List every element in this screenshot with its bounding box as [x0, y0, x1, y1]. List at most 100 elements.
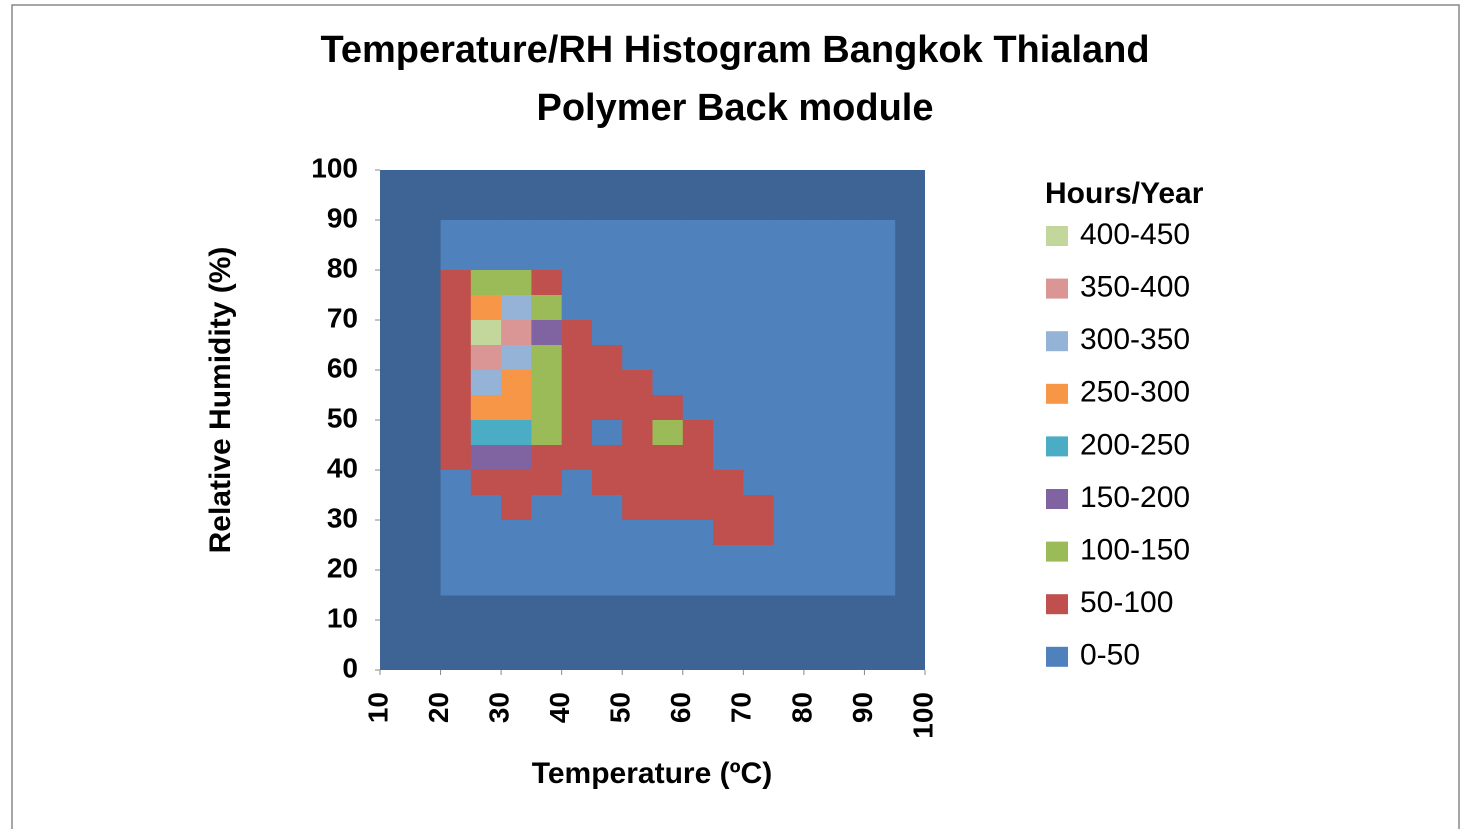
cell	[591, 270, 623, 296]
cell	[743, 470, 775, 496]
cell	[773, 420, 805, 446]
cell	[501, 245, 532, 271]
cell	[561, 520, 593, 546]
cell	[652, 395, 684, 421]
cell	[622, 395, 653, 421]
cell	[834, 245, 865, 271]
cell	[531, 320, 563, 346]
cell	[470, 370, 502, 396]
cell	[773, 395, 805, 421]
cell	[682, 270, 714, 296]
cell	[713, 270, 744, 296]
cell	[622, 495, 653, 521]
legend-swatch	[1046, 278, 1068, 299]
cell	[591, 495, 623, 521]
cell	[531, 445, 563, 471]
cell	[652, 520, 684, 546]
cell	[743, 295, 775, 321]
cell	[803, 320, 835, 346]
cell	[501, 470, 532, 496]
cell	[682, 495, 714, 521]
cell	[622, 545, 653, 571]
cell	[773, 470, 805, 496]
cell	[561, 245, 593, 271]
x-tick-label: 60	[665, 692, 696, 723]
legend-title: Hours/Year	[1045, 177, 1204, 210]
chart-title: Polymer Back module	[536, 87, 933, 129]
cell	[803, 545, 835, 571]
cell	[713, 245, 744, 271]
cell	[864, 520, 896, 546]
cell	[743, 245, 775, 271]
cell	[803, 470, 835, 496]
cell	[864, 395, 896, 421]
y-tick-label: 0	[342, 652, 358, 683]
cell	[834, 370, 865, 396]
cell	[501, 220, 532, 246]
cell	[803, 495, 835, 521]
cell	[561, 420, 593, 446]
cell	[470, 470, 502, 496]
cell	[561, 570, 593, 596]
cell	[834, 520, 865, 546]
cell	[682, 245, 714, 271]
cell	[531, 245, 563, 271]
cell	[682, 295, 714, 321]
cell	[470, 420, 502, 446]
cell	[803, 445, 835, 471]
cell	[440, 245, 472, 271]
cell	[652, 270, 684, 296]
cell	[470, 345, 502, 371]
cell	[834, 495, 865, 521]
cell	[622, 270, 653, 296]
cell	[561, 270, 593, 296]
cell	[501, 445, 532, 471]
cell	[864, 320, 896, 346]
cell	[470, 295, 502, 321]
cell	[834, 270, 865, 296]
cell	[531, 470, 563, 496]
cell	[470, 220, 502, 246]
cell	[531, 395, 563, 421]
cell	[743, 395, 775, 421]
cell	[864, 245, 896, 271]
cell	[652, 345, 684, 371]
y-tick-label: 100	[311, 152, 358, 183]
cell	[682, 470, 714, 496]
cell	[743, 445, 775, 471]
cell	[440, 370, 472, 396]
cell	[622, 245, 653, 271]
cell	[470, 545, 502, 571]
cell	[864, 295, 896, 321]
cell	[470, 520, 502, 546]
legend-label: 0-50	[1080, 639, 1140, 672]
cell	[682, 520, 714, 546]
x-tick-label: 20	[423, 692, 454, 723]
cell	[440, 320, 472, 346]
cell	[440, 445, 472, 471]
cell	[622, 520, 653, 546]
cell	[743, 495, 775, 521]
cell	[622, 445, 653, 471]
cell	[682, 445, 714, 471]
cell	[864, 345, 896, 371]
cell	[561, 320, 593, 346]
cell	[834, 445, 865, 471]
cell	[531, 570, 563, 596]
cell	[834, 570, 865, 596]
y-tick-label: 50	[327, 402, 358, 433]
y-tick-label: 90	[327, 202, 358, 233]
cell	[591, 220, 623, 246]
y-tick-label: 60	[327, 352, 358, 383]
cell	[713, 445, 744, 471]
cell	[652, 445, 684, 471]
cell	[713, 520, 744, 546]
cell	[713, 545, 744, 571]
cell	[834, 420, 865, 446]
y-axis-label: Relative Humidity (%)	[204, 247, 237, 554]
cell	[743, 420, 775, 446]
legend-label: 250-300	[1080, 376, 1190, 409]
x-tick-label: 100	[907, 692, 938, 739]
cell	[561, 495, 593, 521]
